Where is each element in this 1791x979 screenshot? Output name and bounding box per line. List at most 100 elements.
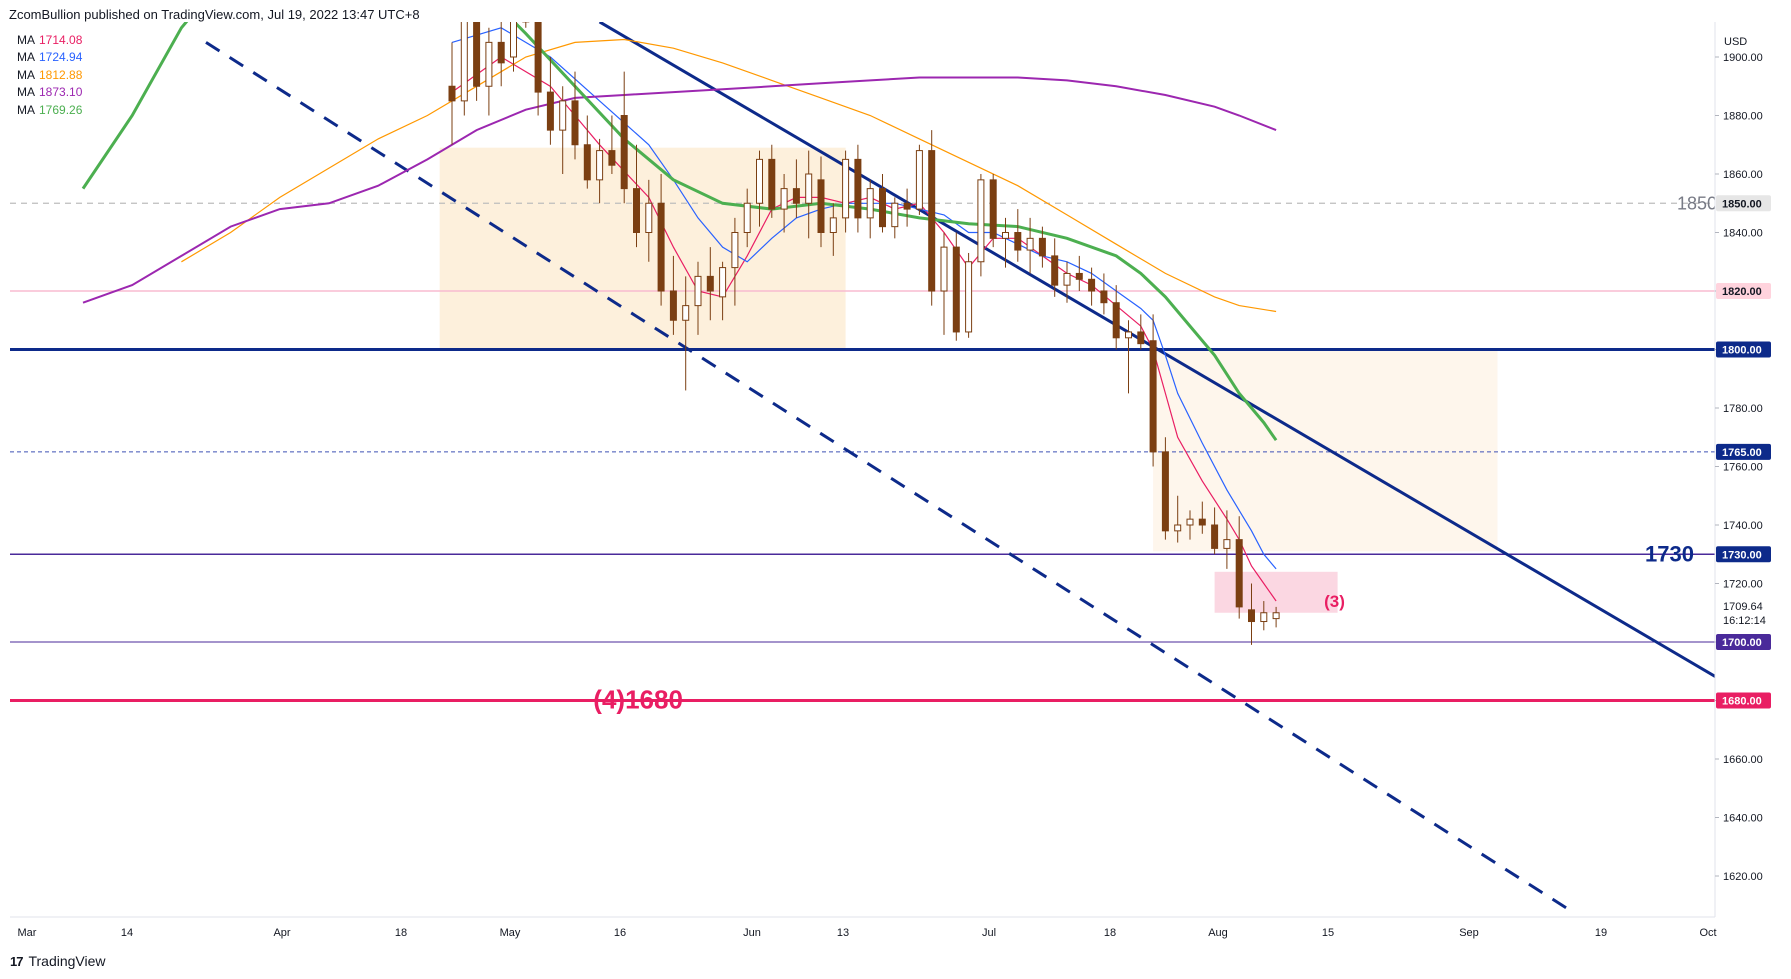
candle-body xyxy=(559,100,567,131)
candle-body xyxy=(534,22,542,93)
candle-body xyxy=(645,202,653,233)
candle-body xyxy=(731,232,739,269)
candle-body xyxy=(1235,539,1243,608)
x-tick-label: 19 xyxy=(1595,927,1607,939)
price-label-bg xyxy=(1716,443,1771,460)
candle-body xyxy=(780,188,788,210)
candle-body xyxy=(1026,237,1034,251)
candle-body xyxy=(448,85,456,102)
x-tick-label: Apr xyxy=(273,927,290,939)
candle-body xyxy=(965,261,973,333)
candle-body xyxy=(719,267,727,298)
y-tick-label: 1840.00 xyxy=(1723,228,1763,240)
candle-body xyxy=(485,41,493,87)
chart-annotation: 1730 xyxy=(1645,541,1694,566)
candle-body xyxy=(522,22,530,23)
candle-body xyxy=(1260,612,1268,623)
candle-body xyxy=(879,188,886,228)
candle-body xyxy=(1198,518,1206,526)
candle-body xyxy=(1125,331,1132,339)
x-tick-label: Oct xyxy=(1699,927,1716,939)
x-tick-label: 13 xyxy=(837,927,849,939)
candle-body xyxy=(1088,278,1096,292)
candle-body xyxy=(1112,302,1120,339)
candle-body xyxy=(977,179,985,263)
price-label-bg xyxy=(1716,283,1771,299)
price-label-bg xyxy=(1716,692,1771,709)
price-label: 1850.00 xyxy=(1722,198,1762,210)
x-tick-label: Aug xyxy=(1208,927,1228,939)
moving-average-line xyxy=(181,38,1277,313)
y-tick-label: 1740.00 xyxy=(1723,520,1763,532)
price-label: 1765.00 xyxy=(1722,447,1762,459)
candle-body xyxy=(743,202,751,233)
candle-body xyxy=(989,179,997,239)
candle-body xyxy=(891,202,899,228)
candle-body xyxy=(1223,539,1231,549)
zone-box xyxy=(1153,349,1498,552)
trendline xyxy=(205,41,1573,913)
candle-body xyxy=(1137,331,1145,345)
price-label-bg xyxy=(1716,341,1771,358)
x-tick-label: 15 xyxy=(1322,927,1334,939)
x-tick-label: May xyxy=(500,927,521,939)
chart-annotation: 1850 xyxy=(1677,193,1717,213)
x-tick-label: 18 xyxy=(395,927,407,939)
x-tick-label: 14 xyxy=(121,927,133,939)
y-tick-label: 1640.00 xyxy=(1723,813,1763,825)
y-tick-label: 1620.00 xyxy=(1723,871,1763,883)
candle-body xyxy=(866,188,874,219)
legend-row-ma3: MA 1812.88 xyxy=(17,67,82,84)
legend-row-ma4: MA 1873.10 xyxy=(17,84,82,101)
chart-annotation: (4)1680 xyxy=(593,685,683,715)
candle-body xyxy=(817,179,825,234)
price-label-bg xyxy=(1716,546,1771,563)
price-label: 1700.00 xyxy=(1722,637,1762,649)
price-label-bg xyxy=(1716,195,1771,212)
legend-value: 1812.88 xyxy=(39,67,83,82)
candle-body xyxy=(608,150,616,166)
x-tick-label: Jun xyxy=(743,927,761,939)
candle-body xyxy=(460,22,468,102)
candle-body xyxy=(1186,518,1194,526)
price-label: 1820.00 xyxy=(1722,286,1762,298)
candle-body xyxy=(1174,524,1182,532)
legend-label: MA xyxy=(17,67,35,82)
candle-body xyxy=(596,150,604,181)
candle-body xyxy=(669,290,677,321)
candle-body xyxy=(706,275,714,292)
candle-body xyxy=(633,188,640,233)
candle-body xyxy=(694,275,702,307)
candle-body xyxy=(768,158,776,210)
candle-body xyxy=(620,115,628,190)
legend-value: 1724.94 xyxy=(39,50,83,65)
countdown-label: 16:12:14 xyxy=(1723,615,1766,627)
legend-value: 1873.10 xyxy=(39,85,83,100)
candle-body xyxy=(915,150,923,210)
x-tick-label: 18 xyxy=(1104,927,1116,939)
zone-box xyxy=(1214,571,1338,613)
candle-body xyxy=(1272,612,1280,620)
candle-body xyxy=(682,305,690,321)
plot-area: 1850 1730 (3) (4)1680 xyxy=(10,22,1717,913)
candle-body xyxy=(792,188,800,204)
candle-body xyxy=(940,246,948,292)
candle-body xyxy=(1063,272,1071,286)
publisher-header: ZcomBullion published on TradingView.com… xyxy=(9,7,420,22)
candle-body xyxy=(952,246,960,333)
y-tick-label: 1720.00 xyxy=(1723,579,1763,591)
legend-row-ma1: MA 1714.08 xyxy=(17,32,82,49)
moving-average-line xyxy=(82,76,1277,304)
currency-label: USD xyxy=(1724,36,1747,48)
candle-body xyxy=(928,150,936,292)
y-tick-label: 1900.00 xyxy=(1723,52,1763,64)
ma-legend: MA 1714.08 MA 1724.94 MA 1812.88 MA 1873.10 … xyxy=(17,32,82,119)
tradingview-footer: 17 TradingView xyxy=(10,953,106,969)
candle-body xyxy=(497,41,505,64)
x-tick-label: 16 xyxy=(614,927,626,939)
legend-value: 1769.26 xyxy=(39,102,83,117)
x-tick-label: Sep xyxy=(1459,927,1479,939)
legend-label: MA xyxy=(17,33,35,47)
price-label-bg xyxy=(1716,634,1771,650)
